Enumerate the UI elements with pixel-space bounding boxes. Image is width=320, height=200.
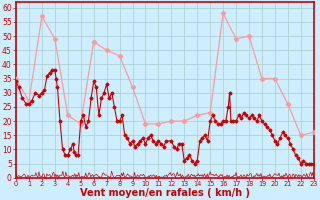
X-axis label: Vent moyen/en rafales ( km/h ): Vent moyen/en rafales ( km/h ) <box>80 188 250 198</box>
